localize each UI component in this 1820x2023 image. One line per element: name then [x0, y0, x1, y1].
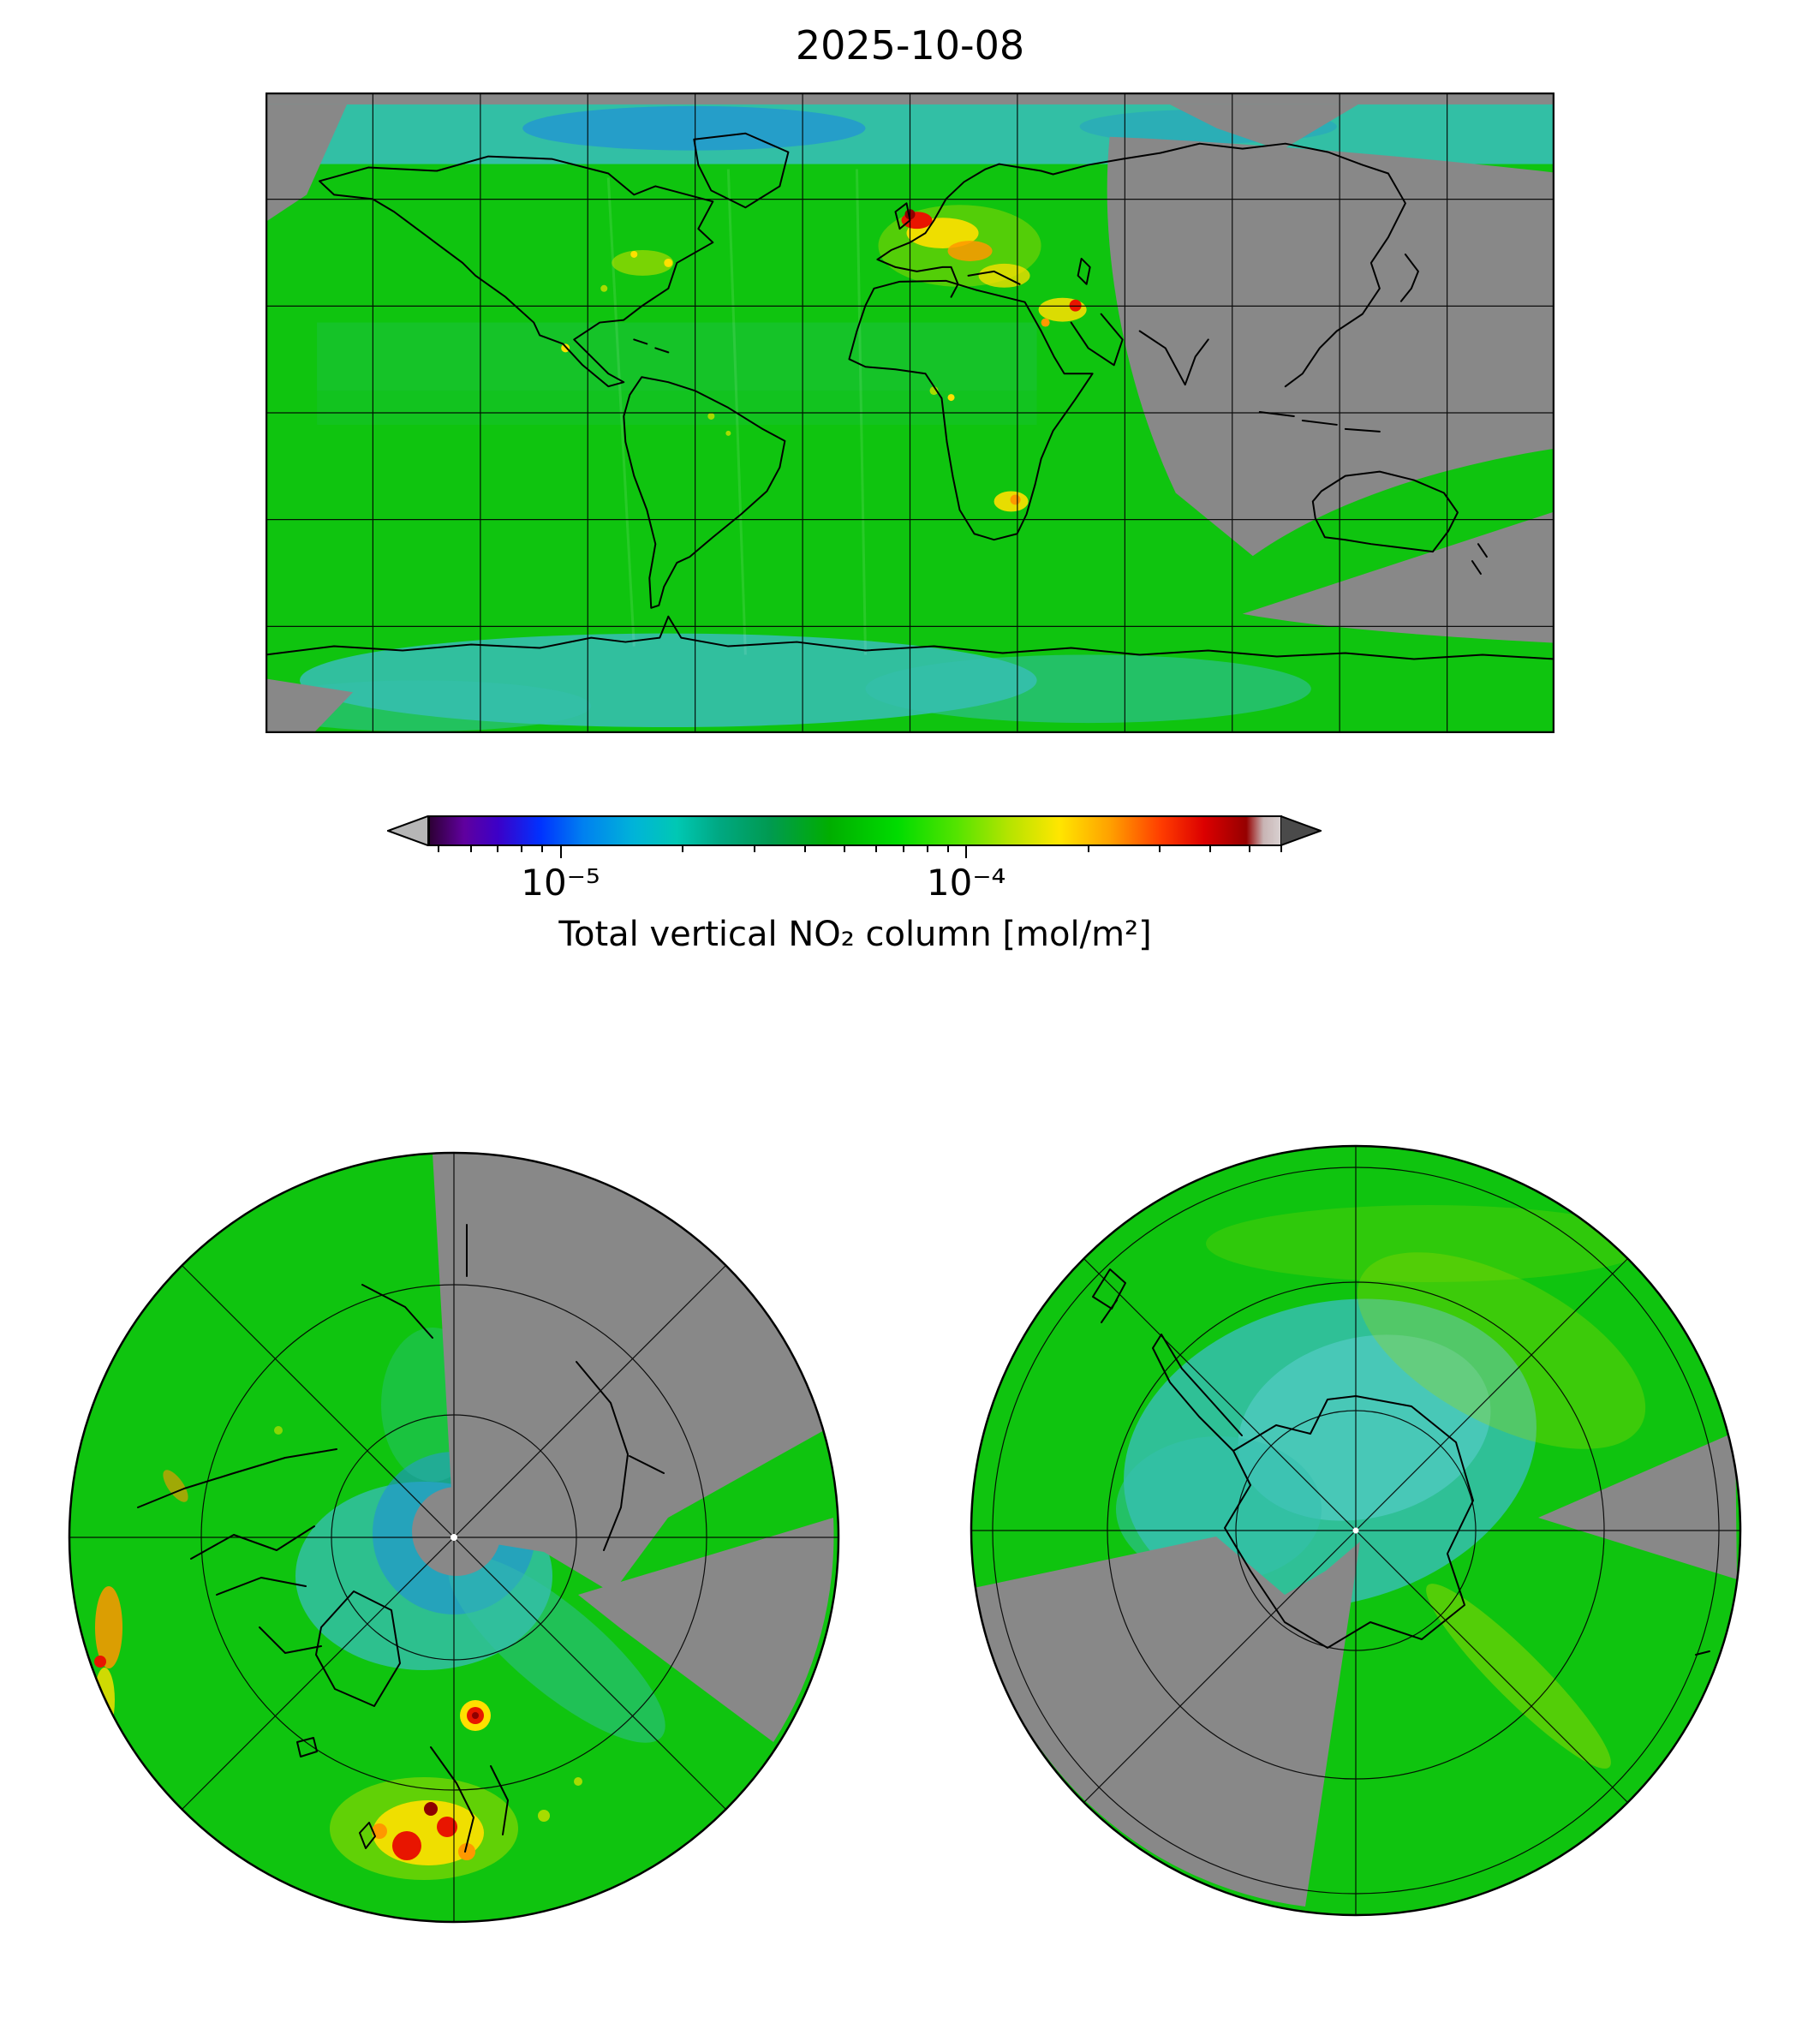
colorbar-minor-tick: [437, 844, 439, 852]
south-nodata-regions: [974, 1432, 1737, 1907]
north-panel-rim: [68, 1151, 840, 1924]
colorbar-major-tick: [559, 844, 562, 858]
colorbar-tick-label: 10⁻⁴: [926, 862, 1006, 904]
colorbar-minor-tick: [927, 844, 929, 852]
figure-title: 2025-10-08: [795, 22, 1025, 69]
colorbar-label: Total vertical NO₂ column [mol/m²]: [558, 915, 1152, 954]
colorbar-minor-tick: [875, 844, 878, 852]
colorbar-minor-tick: [1209, 844, 1212, 852]
colorbar-minor-tick: [753, 844, 755, 852]
colorbar-minor-tick: [1280, 844, 1282, 852]
south-bright-bands: [1206, 1205, 1651, 1769]
colorbar-minor-tick: [903, 844, 905, 852]
colorbar-minor-tick: [803, 844, 806, 852]
global-map-panel: [266, 92, 1554, 733]
north-pole-hole: [412, 1487, 501, 1576]
colorbar-minor-tick: [1249, 844, 1251, 852]
colorbar-minor-tick: [682, 844, 684, 852]
colorbar-over-arrow: [1280, 815, 1322, 846]
south-polar-panel: [970, 1144, 1742, 1917]
colorbar-major-tick: [965, 844, 968, 858]
colorbar-minor-tick: [540, 844, 543, 852]
colorbar-tick-labels: 10⁻⁵ 10⁻⁴: [428, 862, 1282, 906]
south-panel-rim: [970, 1144, 1742, 1917]
colorbar-minor-tick: [469, 844, 472, 852]
north-pole-point: [451, 1534, 457, 1541]
map-frame: [266, 92, 1554, 733]
colorbar-minor-tick: [843, 844, 845, 852]
north-coastlines: [137, 1224, 665, 1853]
colorbar-ticks: [428, 844, 1282, 862]
colorbar-tick-label: 10⁻⁵: [521, 862, 600, 904]
colorbar-minor-tick: [520, 844, 522, 852]
colorbar-under-arrow: [387, 815, 428, 846]
colorbar-gradient-bar: [428, 815, 1282, 846]
colorbar-minor-tick: [1159, 844, 1161, 852]
colorbar-minor-tick: [1087, 844, 1089, 852]
colorbar-minor-tick: [496, 844, 498, 852]
colorbar-minor-tick: [947, 844, 950, 852]
map-graticule: [266, 92, 1554, 733]
map-coastlines: [266, 132, 1554, 660]
swath-seams: [606, 169, 867, 655]
north-polar-panel: [68, 1151, 840, 1924]
map-hotspots: [561, 205, 1087, 512]
south-pole-point: [1352, 1527, 1359, 1534]
